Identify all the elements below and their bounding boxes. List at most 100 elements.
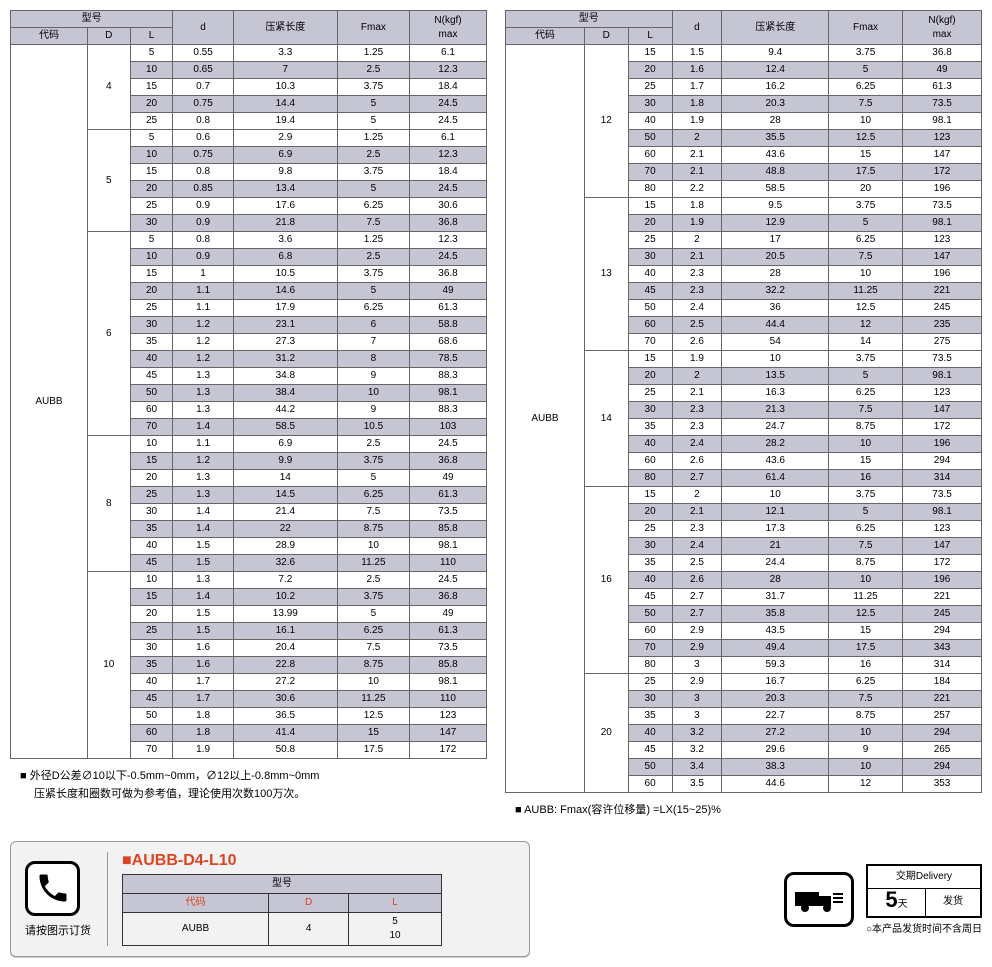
data-cell: 2 — [672, 487, 722, 504]
data-cell: 30 — [628, 249, 672, 266]
data-cell: 6.8 — [233, 249, 337, 266]
data-cell: 8.75 — [829, 419, 903, 436]
data-cell: 20.4 — [233, 640, 337, 657]
data-cell: 5 — [130, 45, 173, 62]
data-cell: 30.6 — [410, 198, 487, 215]
data-cell: 9.4 — [722, 45, 829, 62]
data-cell: 17.3 — [722, 521, 829, 538]
data-cell: 3.75 — [829, 351, 903, 368]
data-cell: 0.75 — [173, 147, 233, 164]
data-cell: 3 — [672, 708, 722, 725]
data-cell: 98.1 — [903, 113, 982, 130]
data-cell: 30 — [130, 504, 173, 521]
data-cell: 16 — [829, 657, 903, 674]
data-cell: 10 — [337, 674, 409, 691]
data-cell: 43.6 — [722, 147, 829, 164]
left-table-wrapper: 型号d压紧长度FmaxN(kgf)max代码DL AUBB450.553.31.… — [10, 10, 487, 819]
data-cell: 10 — [829, 725, 903, 742]
data-cell: 245 — [903, 300, 982, 317]
data-cell: 12.4 — [722, 62, 829, 79]
data-cell: 15 — [130, 589, 173, 606]
data-cell: 13.4 — [233, 181, 337, 198]
D-cell: 14 — [584, 351, 628, 487]
data-cell: 13.99 — [233, 606, 337, 623]
data-cell: 1.8 — [173, 725, 233, 742]
data-cell: 2.7 — [672, 589, 722, 606]
data-cell: 40 — [628, 266, 672, 283]
data-cell: 147 — [903, 402, 982, 419]
data-cell: 30.6 — [233, 691, 337, 708]
data-cell: 59.3 — [722, 657, 829, 674]
data-cell: 85.8 — [410, 657, 487, 674]
data-cell: 28 — [722, 266, 829, 283]
data-cell: 294 — [903, 759, 982, 776]
data-cell: 1.7 — [173, 674, 233, 691]
data-cell: 61.3 — [410, 623, 487, 640]
data-cell: 7.5 — [829, 96, 903, 113]
data-cell: 10.2 — [233, 589, 337, 606]
data-cell: 6.25 — [829, 674, 903, 691]
data-cell: 1.9 — [672, 113, 722, 130]
data-cell: 40 — [628, 725, 672, 742]
code-cell: AUBB — [11, 45, 88, 759]
data-cell: 49 — [903, 62, 982, 79]
data-cell: 70 — [628, 640, 672, 657]
data-cell: 7 — [337, 334, 409, 351]
data-cell: 36.8 — [903, 45, 982, 62]
truck-icon — [784, 872, 854, 927]
data-cell: 98.1 — [903, 368, 982, 385]
data-cell: 58.5 — [722, 181, 829, 198]
data-cell: 294 — [903, 453, 982, 470]
data-cell: 2.5 — [337, 249, 409, 266]
data-cell: 0.6 — [173, 130, 233, 147]
data-cell: 3.75 — [829, 45, 903, 62]
data-cell: 35 — [130, 521, 173, 538]
data-cell: 0.8 — [173, 164, 233, 181]
data-cell: 184 — [903, 674, 982, 691]
data-cell: 17.9 — [233, 300, 337, 317]
data-cell: 41.4 — [233, 725, 337, 742]
data-cell: 36.8 — [410, 215, 487, 232]
data-cell: 18.4 — [410, 79, 487, 96]
data-cell: 2.3 — [672, 283, 722, 300]
data-cell: 3.75 — [829, 487, 903, 504]
code-cell: AUBB — [506, 45, 585, 793]
data-cell: 172 — [903, 419, 982, 436]
data-cell: 12.3 — [410, 62, 487, 79]
data-cell: 60 — [130, 402, 173, 419]
data-cell: 2 — [672, 232, 722, 249]
data-cell: 32.2 — [722, 283, 829, 300]
data-cell: 6.25 — [829, 232, 903, 249]
data-cell: 0.85 — [173, 181, 233, 198]
data-cell: 7.5 — [829, 249, 903, 266]
data-cell: 45 — [130, 368, 173, 385]
data-cell: 5 — [130, 232, 173, 249]
data-cell: 2.7 — [672, 470, 722, 487]
left-spec-table: 型号d压紧长度FmaxN(kgf)max代码DL AUBB450.553.31.… — [10, 10, 487, 759]
data-cell: 6.25 — [337, 487, 409, 504]
data-cell: 16 — [829, 470, 903, 487]
data-cell: 15 — [628, 45, 672, 62]
data-cell: 0.65 — [173, 62, 233, 79]
data-cell: 10 — [829, 436, 903, 453]
data-cell: 35 — [130, 334, 173, 351]
data-cell: 60 — [628, 776, 672, 793]
data-cell: 257 — [903, 708, 982, 725]
data-cell: 40 — [628, 436, 672, 453]
data-cell: 18.4 — [410, 164, 487, 181]
phone-icon — [25, 861, 80, 916]
data-cell: 172 — [410, 742, 487, 759]
data-cell: 2.2 — [672, 181, 722, 198]
order-instruction: 请按图示订货 — [25, 922, 91, 938]
data-cell: 12 — [829, 317, 903, 334]
data-cell: 2.5 — [337, 62, 409, 79]
data-cell: 36.8 — [410, 266, 487, 283]
delivery-days: 5天 — [867, 888, 926, 917]
data-cell: 29.6 — [722, 742, 829, 759]
data-cell: 50 — [130, 708, 173, 725]
data-cell: 10.5 — [337, 419, 409, 436]
data-cell: 73.5 — [903, 198, 982, 215]
data-cell: 44.2 — [233, 402, 337, 419]
data-cell: 1.3 — [173, 487, 233, 504]
data-cell: 8.75 — [337, 521, 409, 538]
